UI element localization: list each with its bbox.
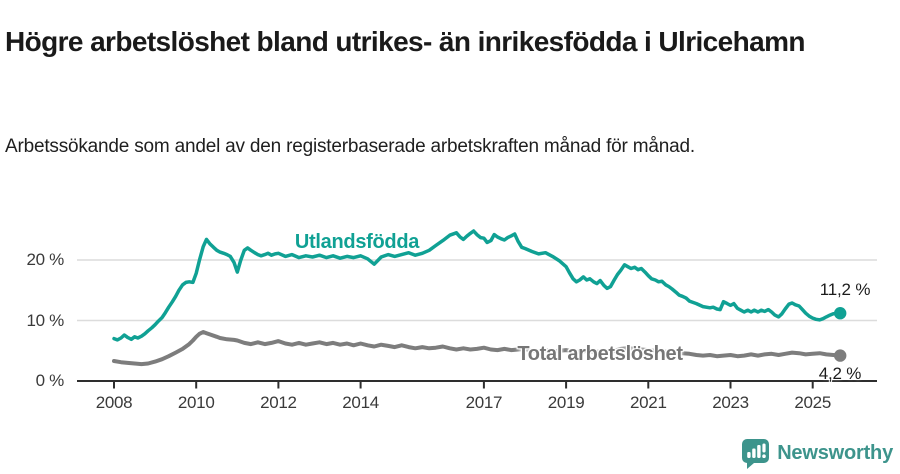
end-value-label-total: 4,2 %	[818, 364, 862, 383]
series-end-dot-0	[834, 307, 847, 320]
x-tick-label: 2019	[547, 393, 585, 412]
y-tick-label: 10 %	[26, 310, 64, 330]
y-tick-label: 0 %	[35, 371, 65, 390]
newsworthy-logo-text: Newsworthy	[777, 442, 893, 464]
newsworthy-bubble-chart-icon	[741, 438, 770, 469]
newsworthy-logo[interactable]: Newsworthy	[741, 438, 893, 469]
x-tick-label: 2023	[712, 393, 749, 412]
series-line-0	[112, 229, 842, 342]
series-line-1	[112, 330, 843, 367]
x-tick-label: 2014	[342, 393, 379, 412]
y-tick-label: 20 %	[26, 250, 64, 269]
series-label-total-arbetsloshet: Total arbetslöshet	[517, 343, 683, 365]
x-tick-label: 2021	[629, 393, 667, 412]
x-tick-label: 2017	[465, 393, 503, 412]
page-title: Högre arbetslöshet bland utrikes- än inr…	[5, 25, 805, 57]
x-tick-label: 2012	[260, 393, 297, 412]
x-tick-label: 2010	[177, 393, 215, 412]
series-end-dot-1	[834, 349, 847, 362]
end-value-label-utlandsfodda: 11,2 %	[819, 280, 871, 299]
x-tick-label: 2008	[95, 393, 133, 412]
x-tick-label: 2025	[794, 393, 831, 412]
series-label-utlandsfodda: Utlandsfödda	[294, 231, 420, 253]
chart-subtitle: Arbetssökande som andel av den registerb…	[5, 136, 695, 157]
